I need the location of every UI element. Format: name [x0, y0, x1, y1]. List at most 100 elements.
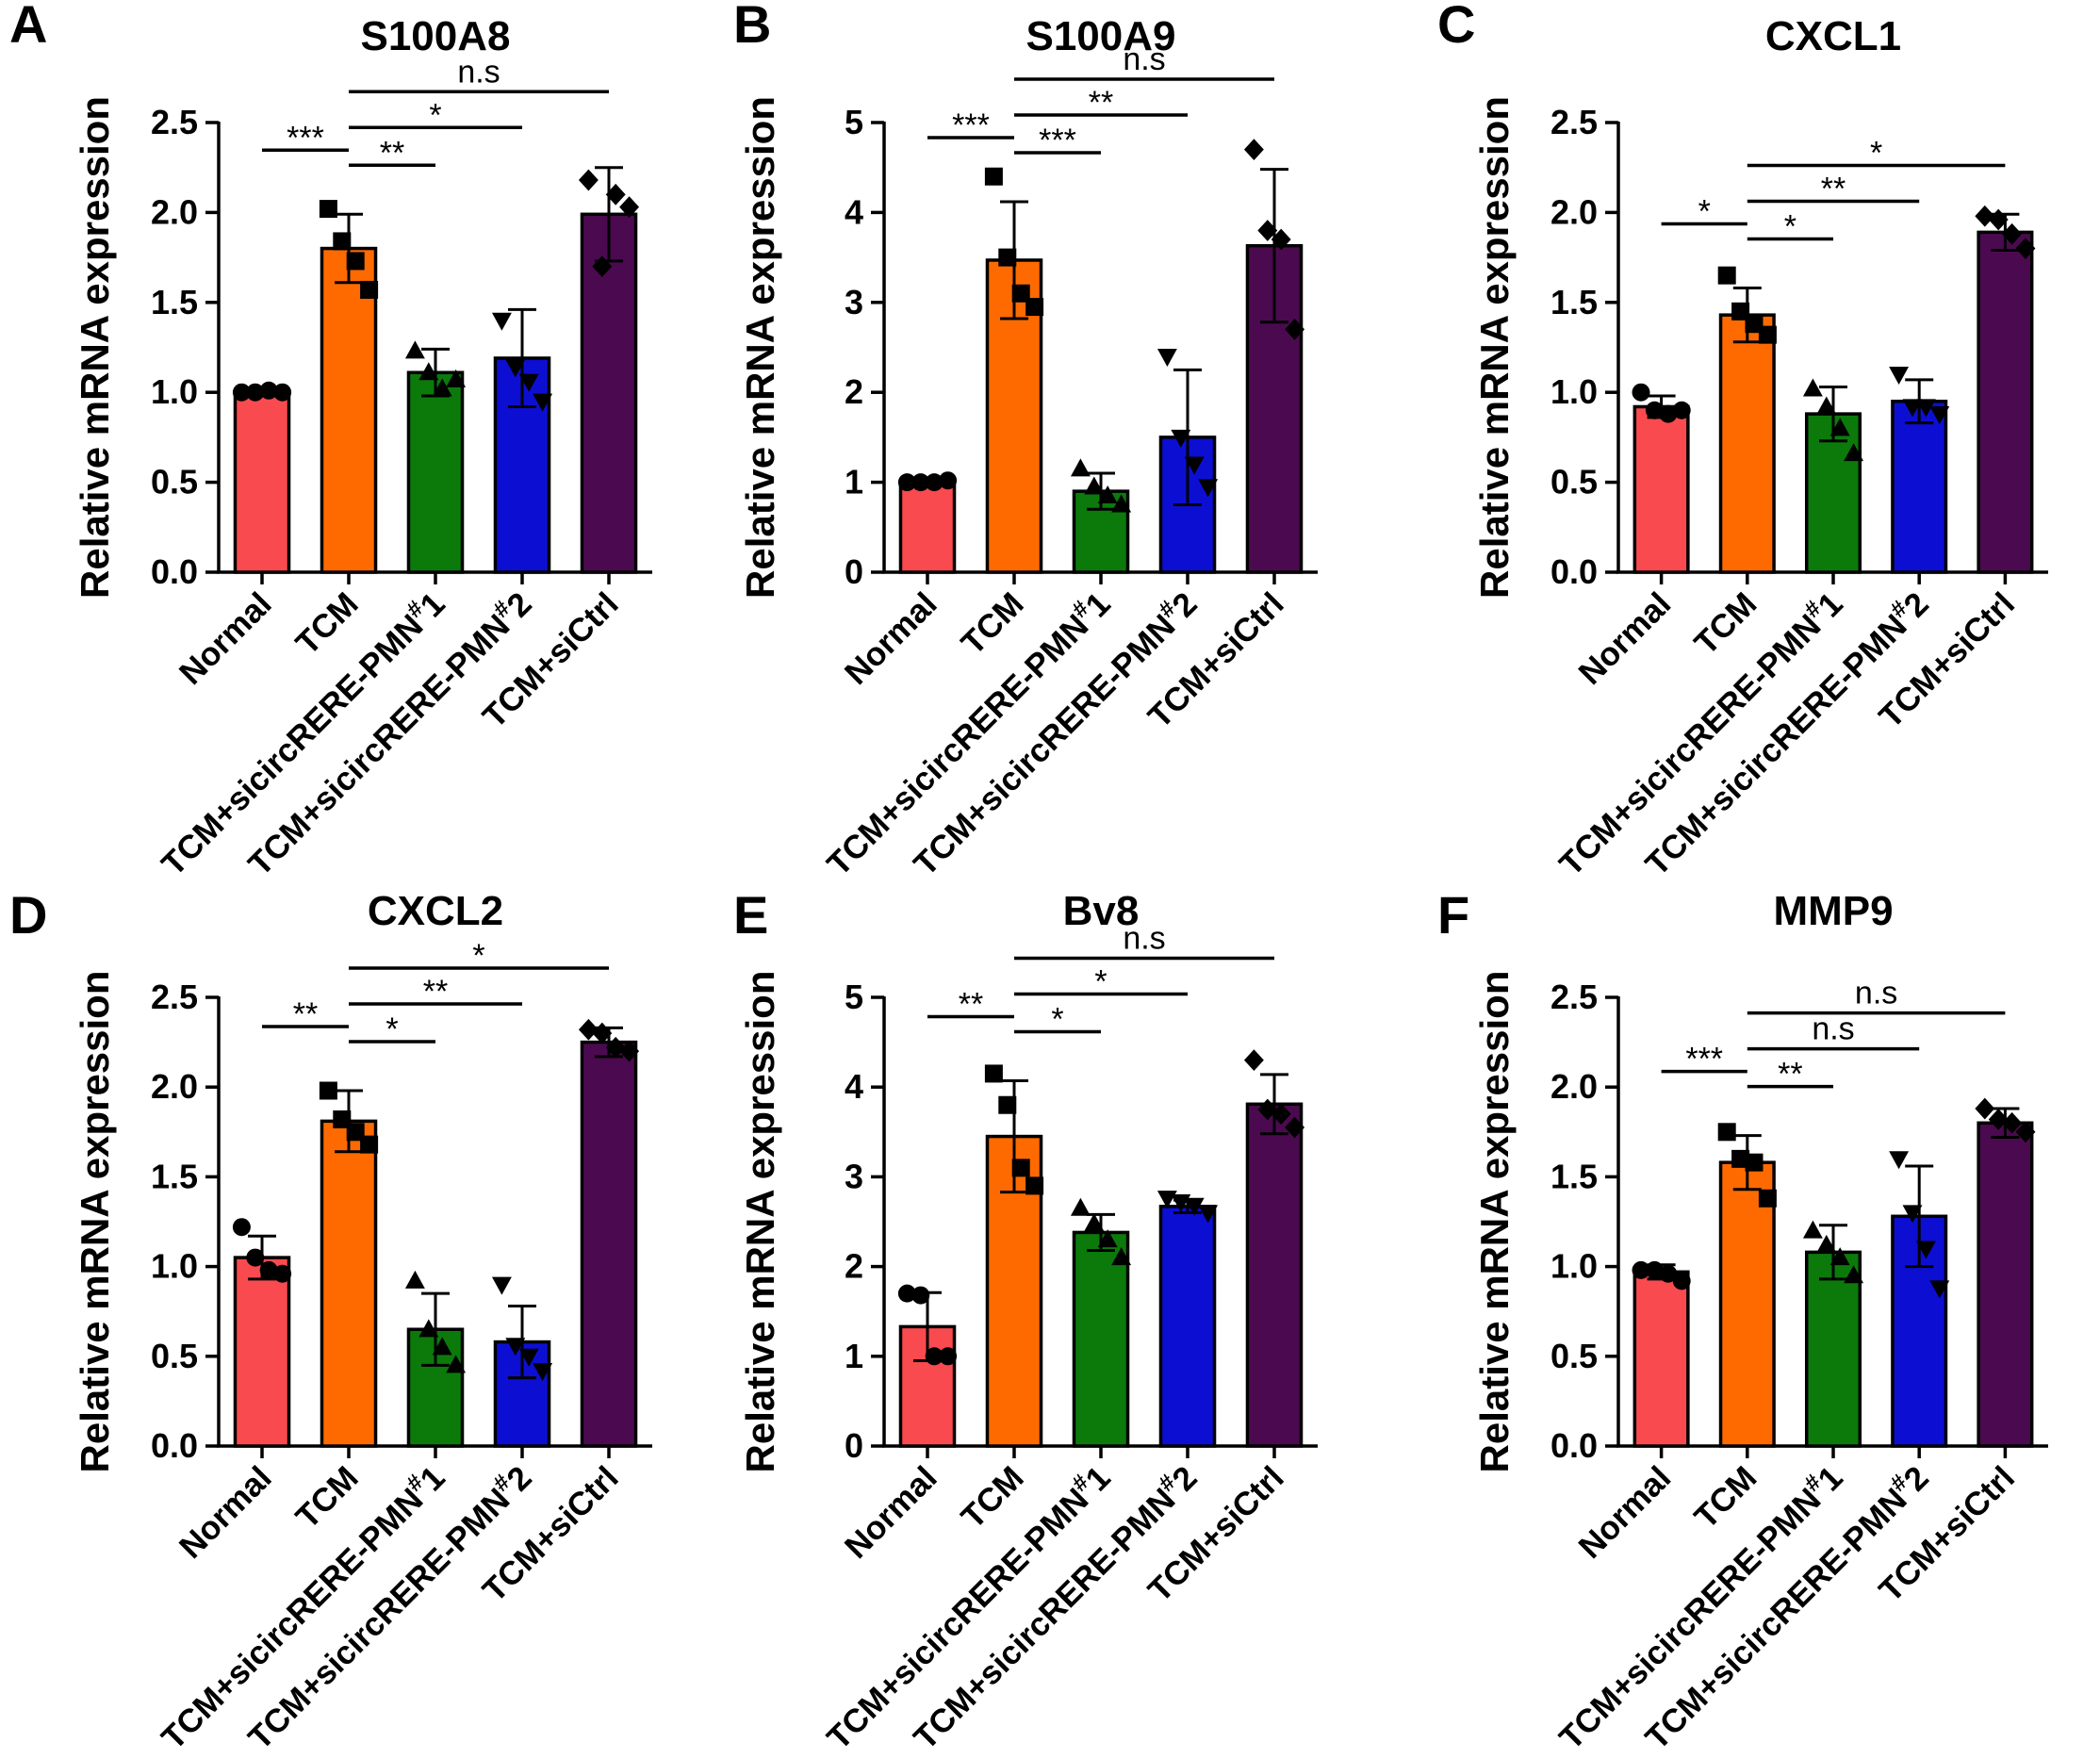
data-point	[897, 473, 916, 492]
data-point	[1111, 494, 1132, 513]
data-point	[605, 183, 626, 205]
y-tick-label: 0.5	[151, 1337, 198, 1375]
bar	[320, 1119, 378, 1448]
data-point	[939, 471, 958, 490]
data-point	[1844, 443, 1864, 462]
data-point	[1758, 1189, 1777, 1208]
bar	[1718, 313, 1776, 574]
data-point	[1025, 1176, 1044, 1195]
significance-label: n.s	[1123, 41, 1165, 77]
data-point	[911, 473, 930, 492]
bar	[1632, 1270, 1690, 1448]
y-tick-label: 1.0	[1550, 372, 1598, 411]
data-point	[1084, 1212, 1105, 1231]
data-point	[1184, 456, 1205, 475]
data-point	[1988, 1109, 2009, 1130]
data-point	[2015, 1121, 2036, 1143]
data-point	[346, 1123, 365, 1142]
data-point	[1745, 315, 1764, 334]
data-point	[1717, 1123, 1736, 1142]
y-tick-label: 2.5	[1550, 103, 1598, 141]
bar	[1977, 230, 2034, 574]
data-point	[518, 373, 539, 392]
data-point	[319, 1081, 337, 1100]
chart-title: CXCL2	[368, 888, 503, 934]
panel-e: E Bv8 Relative mRNA expression 0 1 2 3 4 5 Normal…	[733, 885, 1318, 1757]
data-point	[1271, 1103, 1291, 1126]
x-tick-label: TCM	[954, 1459, 1030, 1536]
data-point	[925, 1347, 943, 1366]
data-point	[897, 1284, 916, 1303]
data-point	[446, 1355, 467, 1373]
y-tick-label: 3	[845, 283, 863, 321]
data-point	[984, 167, 1003, 186]
data-point	[1171, 429, 1191, 448]
data-point	[1844, 1265, 1864, 1284]
significance-label: ***	[287, 120, 324, 156]
data-point	[1929, 1280, 1950, 1299]
significance-label: *	[1784, 209, 1796, 245]
chart-title: MMP9	[1773, 888, 1893, 934]
x-tick-label: TCM	[1687, 585, 1764, 662]
y-tick-label: 0.0	[151, 1426, 198, 1465]
data-point	[911, 1286, 930, 1305]
chart-title: Bv8	[1063, 888, 1140, 934]
data-point	[432, 378, 452, 397]
significance-label: n.s	[1855, 976, 1897, 1011]
data-point	[533, 393, 553, 412]
y-tick-label: 1.0	[1550, 1247, 1598, 1286]
significance-label: *	[1051, 1002, 1063, 1038]
panel-a: A S100A8 Relative mRNA expression 0.0 0.5 1.0…	[9, 0, 652, 883]
y-axis-label: Relative mRNA expression	[73, 96, 117, 599]
data-point	[1659, 404, 1678, 423]
data-point	[1889, 1151, 1910, 1170]
data-point	[505, 1338, 526, 1356]
bar	[1977, 1121, 2034, 1448]
significance-label: n.s	[457, 54, 500, 90]
data-point	[404, 340, 425, 359]
bar	[580, 1040, 638, 1448]
significance-label: ***	[1685, 1042, 1723, 1077]
significance-label: **	[1089, 85, 1113, 121]
y-tick-label: 1	[845, 1337, 863, 1375]
data-point	[333, 232, 352, 251]
bar	[1632, 404, 1690, 574]
data-point	[518, 1348, 539, 1367]
y-tick-label: 0.0	[151, 552, 198, 591]
data-point	[1915, 1241, 1936, 1259]
panel-b: B S100A9 Relative mRNA expression 0 1 2 3 4 5 Nor…	[733, 0, 1318, 883]
data-point	[360, 1135, 379, 1154]
data-point	[1902, 399, 1923, 418]
x-tick-label: TCM	[954, 585, 1030, 662]
data-point	[1011, 284, 1030, 303]
data-point	[939, 1347, 958, 1366]
data-point	[1257, 220, 1278, 241]
data-point	[246, 383, 265, 402]
data-point	[1097, 485, 1118, 503]
y-tick-label: 2.0	[151, 192, 198, 231]
data-point	[1025, 298, 1044, 317]
data-point	[1745, 1153, 1764, 1172]
chart-title: CXCL1	[1765, 13, 1901, 59]
significance-label: *	[472, 938, 484, 974]
data-point	[319, 200, 337, 219]
data-point	[432, 1337, 452, 1356]
y-tick-label: 4	[845, 1067, 863, 1106]
x-tick-label: Normal	[1571, 585, 1678, 692]
data-point	[998, 248, 1017, 267]
data-point	[533, 1362, 553, 1381]
bar	[1718, 1160, 1776, 1448]
data-point	[1184, 1197, 1205, 1216]
y-axis-label: Relative mRNA expression	[738, 96, 782, 599]
data-point	[1929, 406, 1950, 425]
data-point	[578, 169, 599, 191]
data-point	[1802, 1220, 1823, 1239]
data-point	[1816, 1234, 1837, 1253]
y-tick-label: 0.0	[1550, 552, 1598, 591]
data-point	[605, 1036, 626, 1059]
data-point	[246, 1248, 265, 1267]
significance-label: **	[959, 987, 983, 1023]
data-point	[333, 1110, 352, 1128]
data-point	[1717, 266, 1736, 285]
data-point	[491, 1276, 512, 1295]
